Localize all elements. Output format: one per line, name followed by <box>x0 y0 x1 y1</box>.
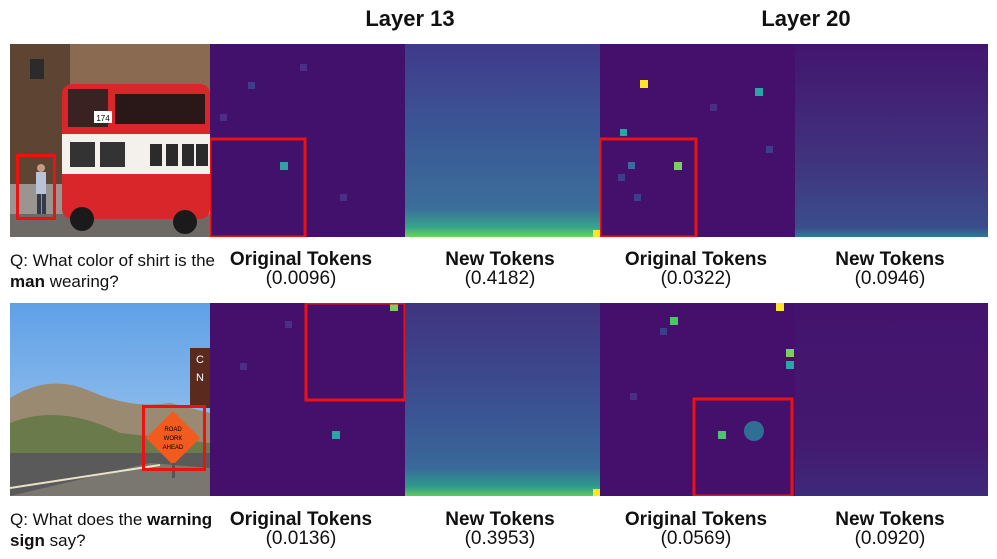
question-2-keyword: warning sign <box>10 510 213 550</box>
question-1-keyword: man <box>10 272 45 291</box>
building-letter-1: C <box>196 354 204 366</box>
svg-text:ROAD: ROAD <box>164 427 182 433</box>
heatmap-r1-l13-original <box>210 44 405 237</box>
question-1: Q: What color of shirt is the man wearin… <box>10 251 216 291</box>
caption-r2-c3: Original Tokens (0.0569) <box>624 509 768 549</box>
caption-r1-c1: Original Tokens (0.0096) <box>229 249 373 289</box>
building-letter-2: N <box>196 372 204 384</box>
svg-text:WORK: WORK <box>164 436 183 442</box>
caption-r2-c2: New Tokens (0.3953) <box>445 509 555 549</box>
layer-13-title: Layer 13 <box>365 6 455 31</box>
question-2: Q: What does the warning sign say? <box>10 510 213 550</box>
heatmap-r1-l20-original <box>600 44 795 237</box>
heatmap-r2-l20-new <box>795 303 988 496</box>
caption-r1-c4: New Tokens (0.0946) <box>835 249 945 289</box>
heatmap-r2-l13-new <box>405 303 600 496</box>
heatmap-r1-l20-new <box>795 44 988 237</box>
heatmap-r2-l20-original <box>600 303 795 496</box>
caption-r2-c4: New Tokens (0.0920) <box>835 509 945 549</box>
man-highlight-box <box>16 154 56 220</box>
road-sign-photo: C N ROAD WORK AHEAD <box>10 303 210 496</box>
bus-photo: 174 <box>10 44 210 237</box>
heatmap-r2-l13-original <box>210 303 405 496</box>
heatmap-r1-l13-new <box>405 44 600 237</box>
caption-r1-c2: New Tokens (0.4182) <box>445 249 555 289</box>
sign-highlight-box <box>142 405 206 471</box>
svg-text:AHEAD: AHEAD <box>163 445 184 451</box>
caption-r2-c1: Original Tokens (0.0136) <box>229 509 373 549</box>
caption-r1-c3: Original Tokens (0.0322) <box>624 249 768 289</box>
bus-number: 174 <box>96 114 110 123</box>
layer-20-title: Layer 20 <box>761 6 851 31</box>
